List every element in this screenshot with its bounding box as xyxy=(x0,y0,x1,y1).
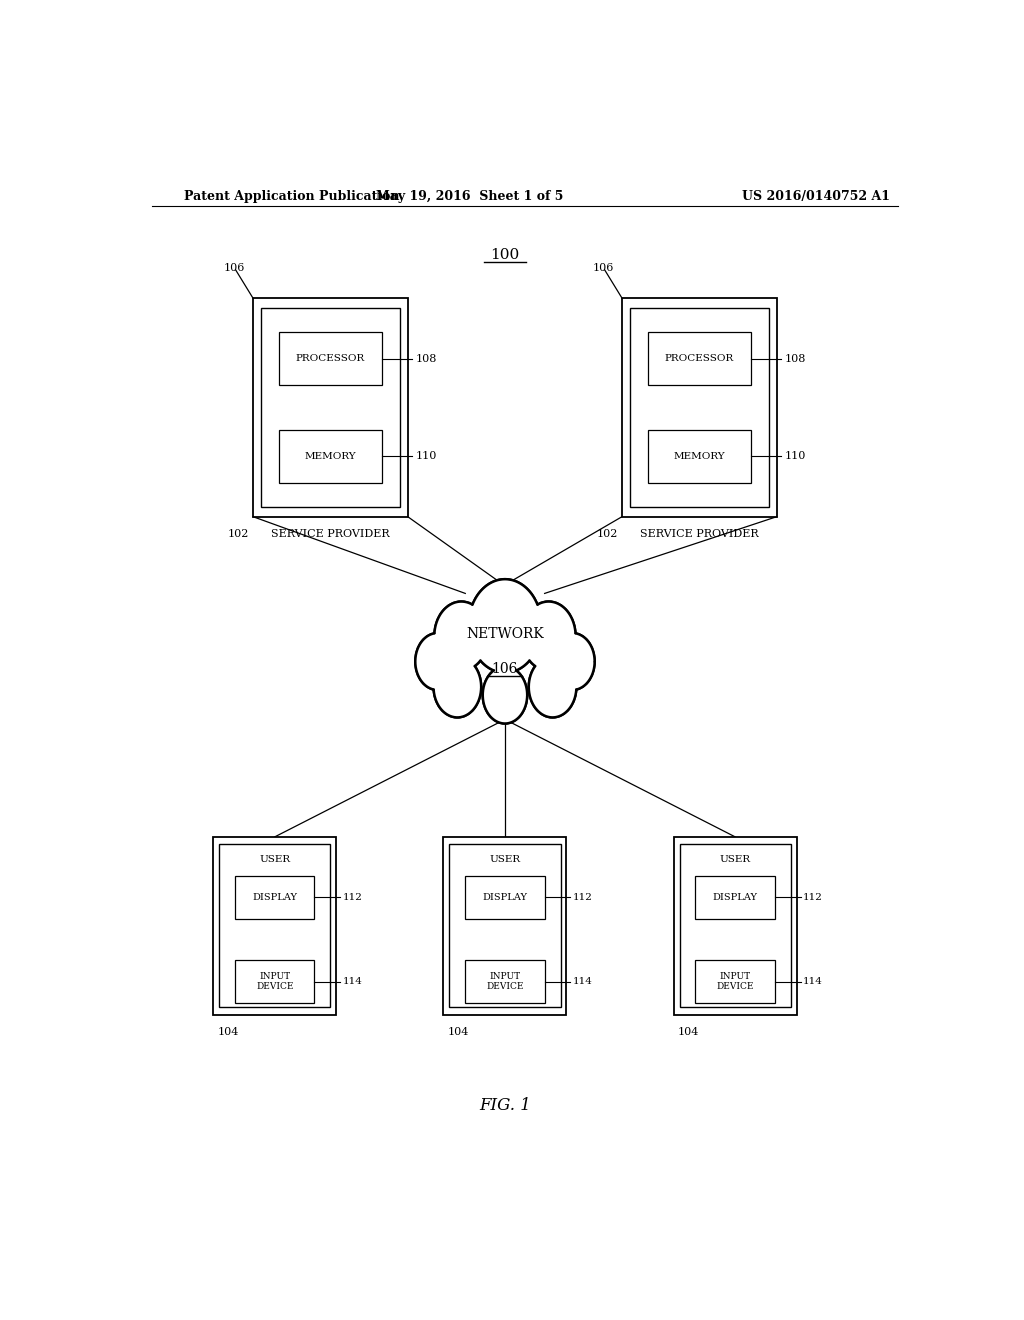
Text: 102: 102 xyxy=(227,529,249,539)
Circle shape xyxy=(521,602,575,671)
FancyBboxPatch shape xyxy=(630,309,769,507)
Circle shape xyxy=(550,634,595,690)
Text: USER: USER xyxy=(259,855,291,865)
FancyBboxPatch shape xyxy=(465,876,545,919)
Text: 106: 106 xyxy=(492,661,518,676)
FancyBboxPatch shape xyxy=(261,309,399,507)
Text: 110: 110 xyxy=(784,451,806,461)
Text: 104: 104 xyxy=(678,1027,699,1038)
Text: 100: 100 xyxy=(490,248,519,261)
Circle shape xyxy=(482,667,527,723)
Text: 110: 110 xyxy=(416,451,437,461)
FancyBboxPatch shape xyxy=(680,845,791,1007)
Text: INPUT
DEVICE: INPUT DEVICE xyxy=(486,972,523,991)
Text: 102: 102 xyxy=(597,529,618,539)
FancyBboxPatch shape xyxy=(648,333,751,385)
Text: PROCESSOR: PROCESSOR xyxy=(665,354,734,363)
Text: 106: 106 xyxy=(223,263,245,273)
Circle shape xyxy=(528,656,577,718)
Circle shape xyxy=(468,579,542,673)
Circle shape xyxy=(551,634,594,689)
Text: USER: USER xyxy=(489,855,520,865)
FancyBboxPatch shape xyxy=(695,876,775,919)
Text: DISPLAY: DISPLAY xyxy=(713,892,758,902)
FancyBboxPatch shape xyxy=(695,961,775,1003)
FancyBboxPatch shape xyxy=(465,961,545,1003)
Circle shape xyxy=(529,657,575,717)
Text: 114: 114 xyxy=(572,977,593,986)
Circle shape xyxy=(416,634,460,690)
FancyBboxPatch shape xyxy=(219,845,331,1007)
Text: US 2016/0140752 A1: US 2016/0140752 A1 xyxy=(741,190,890,202)
Circle shape xyxy=(435,603,487,669)
FancyBboxPatch shape xyxy=(450,845,560,1007)
Circle shape xyxy=(522,603,574,669)
Text: 114: 114 xyxy=(343,977,362,986)
FancyBboxPatch shape xyxy=(674,837,797,1015)
FancyBboxPatch shape xyxy=(236,876,314,919)
Text: 108: 108 xyxy=(416,354,437,363)
Text: 104: 104 xyxy=(217,1027,239,1038)
Text: 112: 112 xyxy=(572,892,593,902)
Circle shape xyxy=(434,602,488,671)
Text: INPUT
DEVICE: INPUT DEVICE xyxy=(717,972,754,991)
Circle shape xyxy=(433,656,481,718)
Text: MEMORY: MEMORY xyxy=(674,451,725,461)
Text: DISPLAY: DISPLAY xyxy=(482,892,527,902)
Text: Patent Application Publication: Patent Application Publication xyxy=(183,190,399,202)
Text: 104: 104 xyxy=(447,1027,469,1038)
Circle shape xyxy=(434,657,480,717)
Text: 106: 106 xyxy=(593,263,614,273)
FancyBboxPatch shape xyxy=(279,333,382,385)
FancyBboxPatch shape xyxy=(648,430,751,483)
Text: SERVICE PROVIDER: SERVICE PROVIDER xyxy=(271,529,390,539)
Text: 112: 112 xyxy=(343,892,362,902)
FancyBboxPatch shape xyxy=(213,837,336,1015)
Circle shape xyxy=(470,581,541,672)
Circle shape xyxy=(416,634,459,689)
Text: MEMORY: MEMORY xyxy=(304,451,356,461)
Text: USER: USER xyxy=(720,855,751,865)
Text: NETWORK: NETWORK xyxy=(466,627,544,642)
FancyBboxPatch shape xyxy=(253,298,408,516)
Text: SERVICE PROVIDER: SERVICE PROVIDER xyxy=(640,529,759,539)
Text: INPUT
DEVICE: INPUT DEVICE xyxy=(256,972,294,991)
Text: 114: 114 xyxy=(803,977,823,986)
Text: 112: 112 xyxy=(803,892,823,902)
FancyBboxPatch shape xyxy=(279,430,382,483)
Text: 108: 108 xyxy=(784,354,806,363)
Text: DISPLAY: DISPLAY xyxy=(252,892,297,902)
Circle shape xyxy=(483,668,526,722)
Text: May 19, 2016  Sheet 1 of 5: May 19, 2016 Sheet 1 of 5 xyxy=(376,190,563,202)
FancyBboxPatch shape xyxy=(622,298,777,516)
Text: PROCESSOR: PROCESSOR xyxy=(296,354,365,363)
FancyBboxPatch shape xyxy=(443,837,566,1015)
Text: FIG. 1: FIG. 1 xyxy=(479,1097,530,1114)
FancyBboxPatch shape xyxy=(236,961,314,1003)
